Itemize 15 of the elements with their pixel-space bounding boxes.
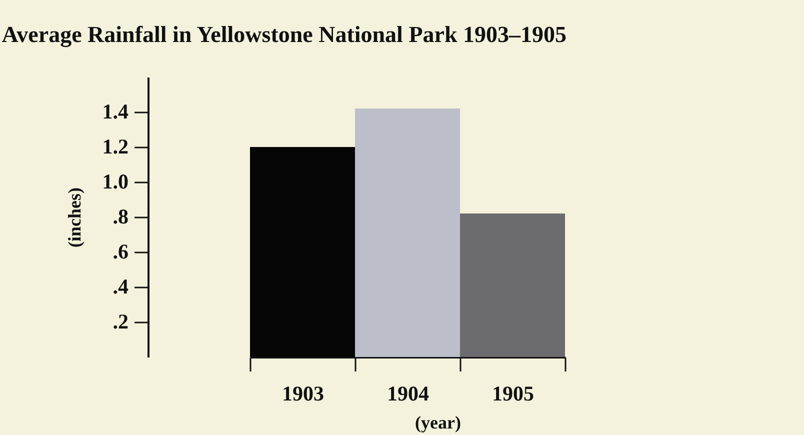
x-tick-label: 1905 bbox=[492, 382, 534, 406]
bar bbox=[460, 214, 565, 357]
y-tick-label: 1.0 bbox=[102, 170, 128, 194]
x-axis-title: (year) bbox=[415, 412, 461, 432]
y-tick-label: .2 bbox=[112, 310, 128, 334]
y-tick-label: 1.4 bbox=[102, 100, 129, 124]
x-tick-label: 1904 bbox=[387, 382, 430, 406]
y-tick-label: 1.2 bbox=[102, 134, 128, 158]
y-axis-title: (inches) bbox=[64, 188, 84, 248]
x-tick-label: 1903 bbox=[282, 382, 324, 406]
chart-title: Average Rainfall in Yellowstone National Park 1903–1905 bbox=[2, 22, 566, 48]
y-tick-label: .4 bbox=[112, 274, 129, 298]
y-tick-label: .8 bbox=[112, 204, 128, 228]
bar bbox=[355, 108, 460, 357]
y-tick-label: .6 bbox=[112, 240, 128, 264]
